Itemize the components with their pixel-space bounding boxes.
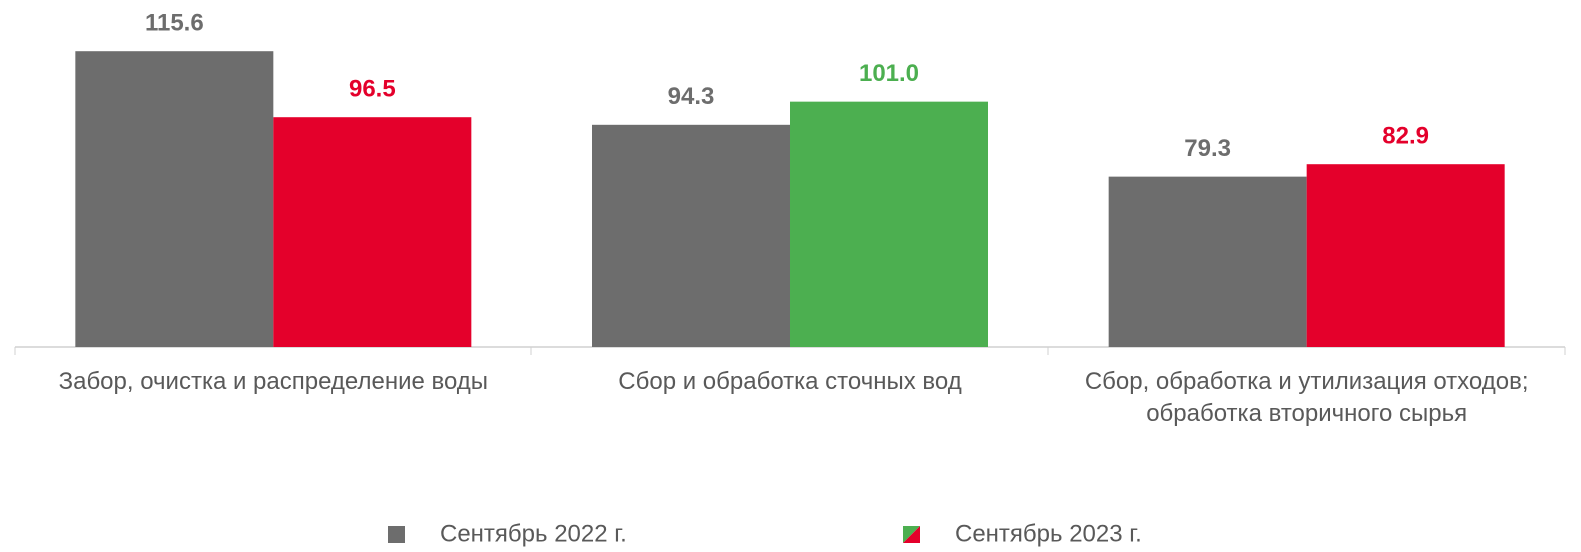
legend-label: Сентябрь 2023 г.	[955, 520, 1142, 547]
bar	[273, 117, 472, 347]
value-label: 82.9	[1382, 123, 1429, 150]
value-label: 79.3	[1184, 135, 1231, 162]
legend-swatch	[388, 526, 405, 543]
legend-label: Сентябрь 2022 г.	[440, 520, 627, 547]
value-label: 115.6	[145, 10, 204, 37]
x-tick-label: Сбор, обработка и утилизация отходов; об…	[1084, 368, 1529, 427]
bar	[75, 51, 274, 348]
value-label: 94.3	[668, 83, 715, 110]
bar	[1108, 176, 1307, 347]
x-tick-label: Забор, очистка и распределение воды	[58, 368, 489, 395]
legend-swatch	[903, 526, 920, 543]
value-label: 101.0	[859, 60, 919, 87]
bar	[790, 101, 988, 348]
bar	[592, 124, 790, 348]
value-label: 96.5	[349, 76, 396, 103]
x-tick-label: Сбор и обработка сточных вод	[618, 368, 962, 395]
bar	[1306, 164, 1505, 347]
